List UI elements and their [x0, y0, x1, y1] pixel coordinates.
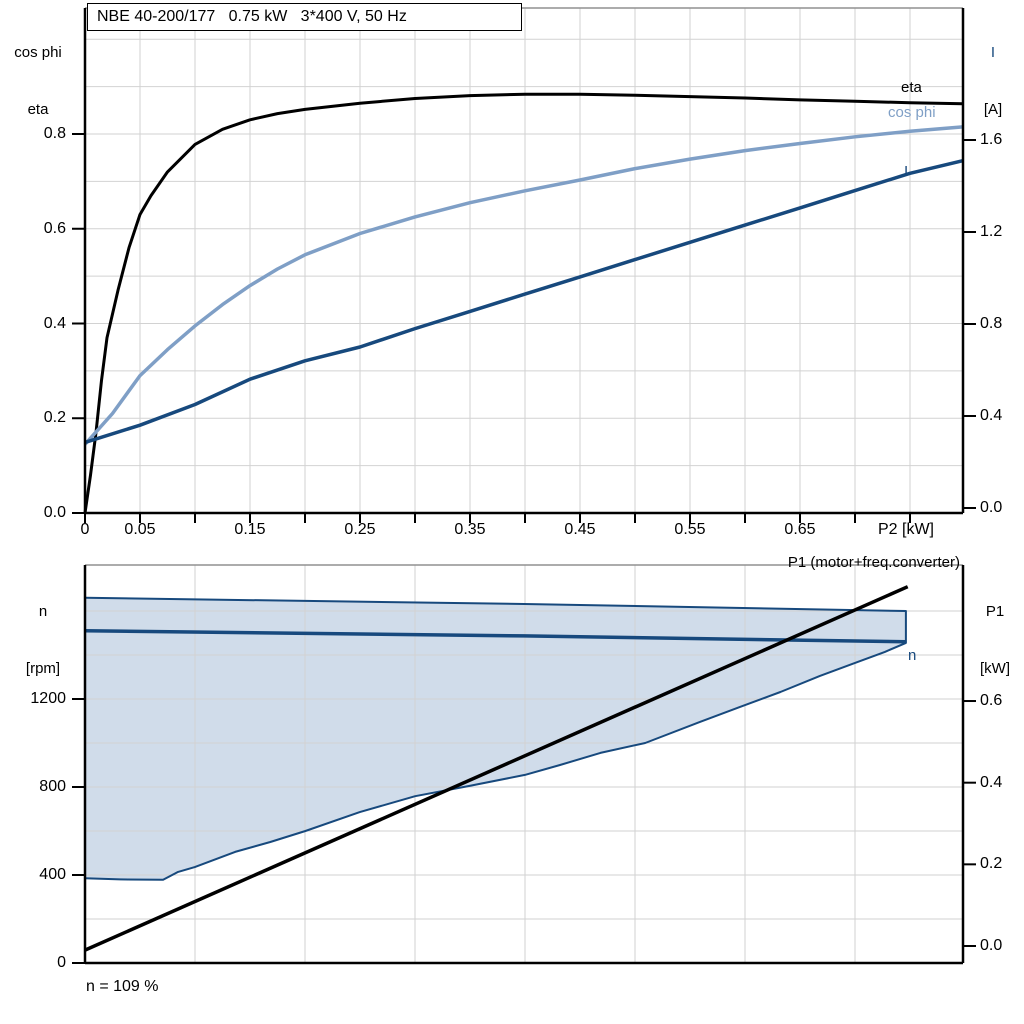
p1-left-tick-label: 0.6: [43, 219, 66, 237]
p1-right-axis-header-line1: I: [990, 44, 996, 61]
speed-range-outline: [84, 596, 907, 881]
p2-right-axis-header: P1 [kW]: [967, 564, 1023, 716]
p1-left-tick-label: 0.8: [43, 125, 66, 142]
current-curve: [84, 158, 964, 445]
p1-left-tick-label: 0.4: [43, 314, 66, 332]
p2-right-axis-header-line2: [kW]: [980, 660, 1010, 677]
p2-left-axis-header: n [rpm]: [10, 564, 76, 716]
p2-footnote: n = 109 %: [86, 978, 159, 995]
p2-left-tick-label: 400: [39, 866, 66, 883]
eta-curve: [83, 92, 963, 514]
p1-x-tick-label: 0.45: [564, 521, 596, 538]
n-curve: [84, 629, 906, 644]
cos-phi-curve-label: cos phi: [888, 104, 936, 121]
p2-right-tick-label: 0.0: [980, 937, 1003, 954]
p1-x-tick-label: 0.25: [344, 521, 376, 538]
p1-x-tick-label: 0.65: [784, 521, 816, 538]
chart-title: NBE 40-200/177 0.75 kW 3*400 V, 50 Hz: [97, 8, 407, 25]
p1-right-tick-label: 1.6: [980, 131, 1003, 148]
p1-x-tick-label: 0: [80, 521, 90, 538]
p1-right-tick-label: 1.2: [980, 223, 1003, 240]
p1-left-axis-header-line1: cos phi: [14, 44, 62, 61]
p1-left-tick-label: 0.2: [43, 409, 66, 427]
p2-top-annotation: P1 (motor+freq.converter): [787, 554, 960, 571]
cos-phi-curve: [83, 125, 963, 446]
p2-left-tick-label: 1200: [30, 690, 66, 707]
p2-right-tick-label: 0.6: [980, 692, 1003, 710]
p1-x-tick-label: 0.15: [234, 521, 266, 538]
p2-left-tick-label: 0: [57, 954, 66, 971]
p1-right-tick-label: 0.0: [980, 499, 1003, 516]
p2-right-tick-label: 0.2: [980, 855, 1003, 873]
p2-right-axis-header-line1: P1: [985, 603, 1005, 620]
p1-right-axis-header-line2: [A]: [983, 101, 1003, 118]
p2-right-tick-label: 0.4: [980, 773, 1003, 791]
p1-x-axis-unit-label: P2 [kW]: [877, 521, 935, 538]
eta-curve-label: eta: [901, 79, 922, 96]
p1-left-tick-label: 0.0: [43, 504, 66, 521]
p1-x-tick-label: 0.05: [124, 521, 156, 538]
p2-left-axis-header-line2: [rpm]: [25, 660, 61, 677]
p1-right-axis-header: I [A]: [966, 5, 1020, 157]
n-curve-label: n: [908, 647, 917, 664]
chart-title-box: NBE 40-200/177 0.75 kW 3*400 V, 50 Hz: [87, 3, 522, 31]
p1-curve: [84, 585, 909, 952]
p1-left-axis-header: cos phi eta: [6, 5, 70, 157]
p2-left-axis-header-line1: n: [38, 603, 48, 620]
p1-x-tick-label: 0.35: [454, 521, 486, 538]
p1-right-tick-label: 0.8: [980, 315, 1003, 332]
current-curve-label: I: [904, 163, 909, 180]
p1-right-tick-label: 0.4: [980, 407, 1003, 424]
p2-left-tick-label: 800: [39, 778, 66, 795]
p1-left-axis-header-line2: eta: [27, 101, 49, 118]
speed-range-area: [85, 597, 906, 880]
p1-x-tick-label: 0.55: [674, 521, 706, 538]
